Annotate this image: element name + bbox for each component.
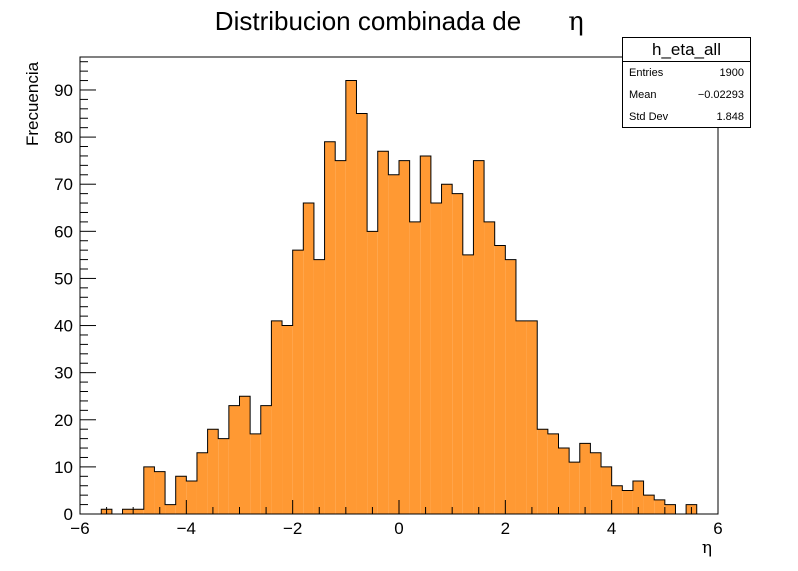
histogram-bar (356, 113, 368, 515)
histogram-bar (196, 452, 208, 514)
histogram-bar (303, 203, 314, 514)
x-tick-label: −6 (70, 519, 89, 538)
histogram-bar (601, 466, 612, 514)
histogram-bar (143, 466, 155, 514)
histogram-bar (420, 155, 431, 514)
histogram-bar (239, 396, 251, 514)
stats-histogram-name: h_eta_all (623, 38, 750, 62)
stats-entries-value: 1900 (719, 67, 744, 79)
histogram-bar (207, 429, 219, 514)
histogram-bar (282, 325, 293, 514)
histogram-bar (643, 495, 655, 514)
y-tick-label: 30 (54, 364, 73, 383)
stats-stddev-row: Std Dev 1.848 (623, 106, 750, 128)
x-tick-label: 2 (501, 519, 510, 538)
y-tick-label: 10 (54, 458, 73, 477)
y-axis-label: Frecuencia (23, 61, 42, 146)
histogram-bar (632, 481, 644, 514)
histogram-bar (122, 509, 134, 514)
stats-box: h_eta_all Entries 1900 Mean −0.02293 Std… (622, 37, 751, 128)
y-tick-label: 50 (54, 269, 73, 288)
histogram-bar (452, 193, 463, 515)
y-tick-label: 0 (64, 505, 73, 524)
y-tick-label: 20 (54, 411, 73, 430)
histogram-bar (335, 160, 346, 515)
histogram-bar (250, 433, 261, 514)
x-tick-label: −2 (283, 519, 302, 538)
histogram-bar (324, 141, 336, 514)
chart-title: Distribucion combinada de (215, 6, 521, 36)
stats-stddev-label: Std Dev (629, 111, 669, 123)
stats-mean-row: Mean −0.02293 (623, 84, 750, 106)
x-tick-label: 6 (713, 519, 722, 538)
histogram-bar (218, 438, 229, 514)
histogram-bar (654, 499, 665, 514)
x-tick-label: 4 (607, 519, 616, 538)
histogram-bars (101, 80, 697, 515)
histogram-outline (100, 80, 698, 515)
histogram-bar (377, 151, 389, 514)
histogram-bar (579, 443, 591, 514)
histogram-bar (228, 405, 240, 514)
x-tick-label: 0 (394, 519, 403, 538)
y-axis-ticks: 0 10 20 30 40 50 60 70 80 90 (54, 61, 96, 524)
histogram-bar (441, 184, 453, 515)
histogram-bar (494, 245, 506, 514)
y-tick-label: 90 (54, 81, 73, 100)
y-tick-label: 60 (54, 222, 73, 241)
x-axis-label: η (702, 538, 712, 558)
histogram-bar (537, 429, 548, 514)
y-tick-label: 80 (54, 128, 73, 147)
x-tick-label: −4 (177, 519, 196, 538)
histogram-bar (462, 254, 474, 514)
histogram-bar (558, 448, 570, 514)
histogram-bar (292, 250, 304, 514)
histogram-bar (622, 490, 633, 514)
histogram-bar (547, 433, 559, 514)
histogram-bar (515, 320, 527, 514)
histogram-bar (388, 174, 399, 514)
histogram-bar (484, 221, 495, 514)
stats-stddev-value: 1.848 (716, 111, 744, 123)
histogram-bar (260, 405, 272, 514)
histogram-bar (186, 481, 197, 514)
histogram-bar (367, 231, 378, 514)
histogram-bar (664, 504, 676, 514)
stats-mean-label: Mean (629, 89, 657, 101)
y-tick-label: 40 (54, 317, 73, 336)
histogram-bar (409, 221, 421, 514)
histogram-bar (175, 476, 187, 514)
histogram-bar (473, 160, 485, 515)
stats-entries-row: Entries 1900 (623, 62, 750, 84)
histogram-bar (271, 320, 283, 514)
x-axis-ticks: −6 −4 −2 0 2 4 6 (70, 500, 723, 538)
histogram-bar (430, 203, 442, 514)
histogram-bar (154, 471, 166, 514)
histogram-bar (611, 485, 623, 514)
stats-mean-value: −0.02293 (697, 89, 744, 101)
histogram-bar (526, 320, 538, 514)
histogram-bar (590, 452, 602, 514)
histogram-bar (505, 259, 516, 514)
histogram-bar (399, 160, 410, 515)
y-tick-label: 70 (54, 175, 73, 194)
chart-title-symbol: η (568, 7, 584, 37)
histogram-bar (165, 504, 176, 514)
histogram-bar (313, 259, 325, 514)
stats-entries-label: Entries (629, 67, 664, 79)
histogram-bar (569, 462, 580, 514)
histogram-bar (345, 80, 357, 514)
histogram-bar (133, 509, 144, 514)
